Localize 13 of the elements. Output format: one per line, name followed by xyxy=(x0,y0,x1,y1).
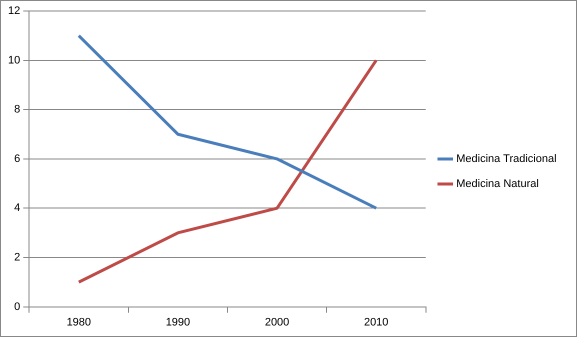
x-tick-label: 2010 xyxy=(364,316,388,328)
y-tick-label: 6 xyxy=(14,152,20,165)
y-tick-label: 10 xyxy=(8,54,20,66)
y-tick-label: 2 xyxy=(14,252,20,264)
x-tick-label: 2000 xyxy=(264,316,290,328)
legend-label: Medicina Natural xyxy=(456,178,539,190)
x-tick-label: 1980 xyxy=(66,316,92,328)
legend-label: Medicina Tradicional xyxy=(456,153,557,166)
y-tick-label: 12 xyxy=(8,5,20,18)
y-tick-label: 4 xyxy=(14,202,20,214)
x-tick-label: 1990 xyxy=(166,316,190,328)
y-tick-label: 8 xyxy=(14,104,20,116)
y-tick-label: 0 xyxy=(14,300,20,313)
